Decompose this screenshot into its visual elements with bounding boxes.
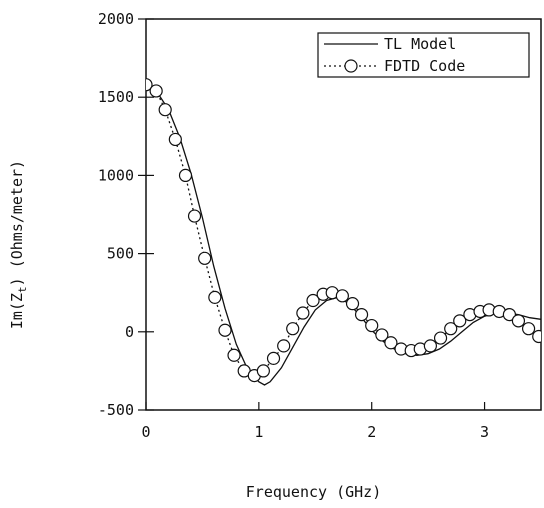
data-point-fdtd-code [532, 329, 541, 344]
legend-label-fdtd-code: FDTD Code [384, 57, 465, 75]
data-point-fdtd-code [286, 322, 300, 336]
y-axis-label: Im(Zt) (Ohms/meter) [8, 160, 29, 329]
data-point-fdtd-code [444, 322, 458, 336]
y-tick-label: 1500 [98, 88, 134, 106]
data-point-fdtd-code [423, 339, 437, 353]
y-tick-label: -500 [98, 401, 134, 419]
series-line-tl-model [146, 84, 541, 386]
series-layer [146, 78, 541, 386]
data-point-fdtd-code [521, 322, 536, 336]
data-point-fdtd-code [277, 339, 291, 353]
y-axis-label-subscript: t [16, 286, 29, 293]
data-point-fdtd-code [158, 103, 172, 117]
data-point-fdtd-code [375, 328, 389, 342]
y-tick-label: 2000 [98, 10, 134, 28]
data-point-fdtd-code [384, 336, 398, 350]
data-point-fdtd-code [345, 297, 360, 311]
data-point-fdtd-code [335, 289, 349, 303]
data-point-fdtd-code [149, 84, 163, 98]
data-point-fdtd-code [178, 168, 193, 182]
x-tick-label: 1 [254, 423, 263, 441]
data-point-fdtd-code [365, 318, 379, 333]
data-point-fdtd-code [511, 314, 526, 328]
y-axis-label-tail: ) (Ohms/meter) [8, 160, 26, 286]
data-point-fdtd-code [433, 331, 448, 345]
y-tick-label: 500 [107, 245, 134, 263]
plot-frame [145, 18, 542, 411]
data-point-fdtd-code [306, 293, 320, 308]
data-point-fdtd-code [198, 251, 212, 265]
data-point-fdtd-code [227, 348, 241, 362]
data-point-fdtd-code [453, 314, 467, 328]
data-point-fdtd-code [502, 307, 516, 322]
x-tick-label: 3 [480, 423, 489, 441]
x-tick-label: 2 [367, 423, 376, 441]
y-tick-label: 1000 [98, 166, 134, 184]
legend-marker-fdtd-code [344, 59, 358, 73]
data-point-fdtd-code [256, 364, 270, 378]
legend-label-tl-model: TL Model [384, 35, 456, 53]
data-point-fdtd-code [354, 307, 369, 322]
legend: TL Model FDTD Code [317, 32, 530, 78]
data-point-fdtd-code [187, 209, 202, 223]
plot-area [145, 18, 542, 411]
x-tick-label: 0 [141, 423, 150, 441]
y-axis-label-main: Im(Z [8, 293, 26, 329]
data-point-fdtd-code [266, 351, 281, 365]
x-axis-label: Frequency (GHz) [246, 483, 381, 501]
data-point-fdtd-code [208, 290, 222, 304]
data-point-fdtd-code [218, 323, 232, 337]
y-tick-label: 0 [125, 323, 134, 341]
axis-ticks: -500 0 500 1000 1500 2000 0 1 2 3 [98, 10, 489, 441]
data-point-fdtd-code [168, 132, 182, 147]
data-point-fdtd-code [296, 306, 310, 320]
